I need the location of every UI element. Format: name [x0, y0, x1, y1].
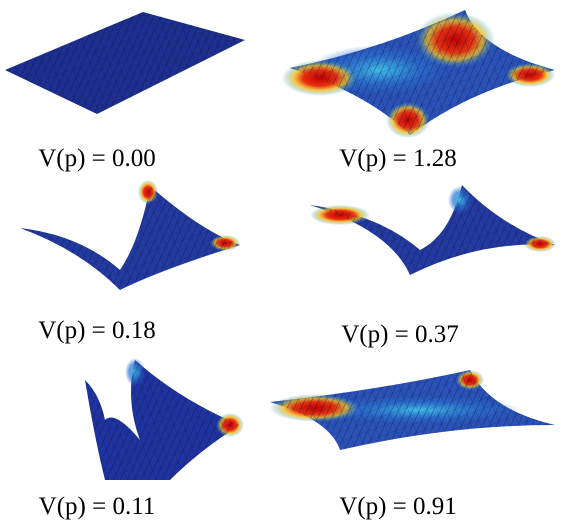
caption: V(p) = 0.91 — [339, 493, 457, 520]
figure: V(p) = 0.00 V(p) = 1.28 V(p) = 0.18 V(p)… — [0, 0, 563, 527]
mesh-wide — [270, 370, 555, 450]
mesh-stretched — [282, 10, 555, 138]
mesh-flat — [5, 12, 245, 114]
caption: V(p) = 0.00 — [38, 145, 156, 172]
caption: V(p) = 0.18 — [38, 317, 156, 344]
mesh-curled — [85, 358, 244, 480]
mesh-folded — [310, 185, 556, 275]
mesh-trough — [20, 180, 240, 290]
caption: V(p) = 0.37 — [341, 321, 459, 348]
caption: V(p) = 1.28 — [339, 145, 457, 172]
caption: V(p) = 0.11 — [39, 493, 156, 520]
